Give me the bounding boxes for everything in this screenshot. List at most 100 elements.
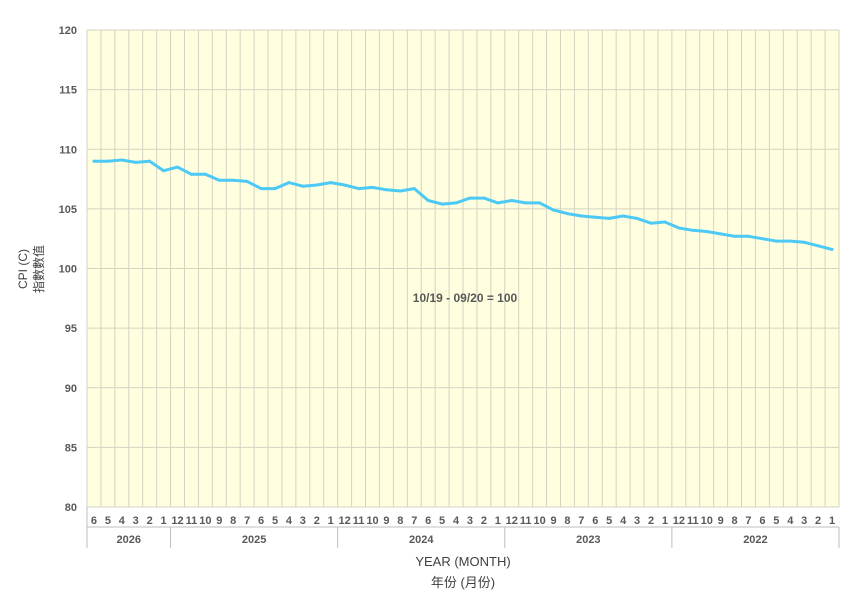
x-tick-label: 3	[133, 515, 139, 527]
data-point	[579, 214, 583, 218]
x-tick-label: 11	[520, 515, 532, 527]
x-tick-label: 8	[564, 515, 570, 527]
data-point	[760, 237, 764, 241]
x-tick-label: 5	[606, 515, 612, 527]
x-tick-label: 8	[731, 515, 737, 527]
x-tick-label: 5	[773, 515, 779, 527]
x-tick-label: 4	[119, 515, 126, 527]
y-tick-label: 100	[59, 264, 77, 276]
data-point	[315, 183, 319, 187]
data-point	[802, 240, 806, 244]
y-tick-label: 95	[65, 323, 77, 335]
y-axis-title: CPI (C)	[16, 249, 30, 289]
y-tick-label: 120	[59, 25, 77, 37]
x-tick-label: 10	[701, 515, 713, 527]
x-tick-label: 2	[147, 515, 153, 527]
data-point	[454, 201, 458, 205]
data-point	[217, 178, 221, 182]
data-point	[830, 247, 834, 251]
x-tick-label: 2	[648, 515, 654, 527]
data-point	[691, 228, 695, 232]
y-tick-label: 85	[65, 442, 77, 454]
data-point	[788, 239, 792, 243]
x-tick-label: 7	[411, 515, 417, 527]
x-tick-label: 4	[453, 515, 460, 527]
x-tick-label: 1	[829, 515, 835, 527]
x-tick-label: 8	[397, 515, 403, 527]
x-tick-label: 1	[328, 515, 334, 527]
data-point	[496, 201, 500, 205]
data-point	[120, 158, 124, 162]
x-tick-label: 7	[244, 515, 250, 527]
x-tick-label: 5	[105, 515, 111, 527]
data-point	[468, 196, 472, 200]
x-tick-label: 5	[272, 515, 278, 527]
y-axis-ticks: 80 85 90 95 100 105 110 115 120	[59, 25, 77, 514]
data-point	[593, 215, 597, 219]
x-tick-label: 3	[634, 515, 640, 527]
data-point	[552, 208, 556, 212]
x-tick-label: 7	[578, 515, 584, 527]
x-tick-label: 10	[533, 515, 545, 527]
data-point	[677, 226, 681, 230]
data-point	[538, 201, 542, 205]
x-tick-label: 6	[258, 515, 264, 527]
data-point	[816, 244, 820, 248]
x-group-label: 2024	[409, 534, 434, 546]
data-point	[440, 202, 444, 206]
y-tick-label: 115	[59, 85, 77, 97]
x-tick-label: 5	[439, 515, 445, 527]
x-tick-label: 9	[718, 515, 724, 527]
data-point	[148, 159, 152, 163]
data-point	[635, 216, 639, 220]
x-tick-label: 4	[787, 515, 794, 527]
grid	[86, 29, 840, 508]
base-period-annotation: 10/19 - 09/20 = 100	[413, 291, 518, 305]
x-tick-label: 11	[353, 515, 365, 527]
x-tick-label: 1	[161, 515, 167, 527]
x-tick-label: 3	[801, 515, 807, 527]
data-point	[565, 212, 569, 216]
x-tick-label: 10	[199, 515, 211, 527]
data-point	[607, 216, 611, 220]
x-tick-label: 8	[230, 515, 236, 527]
data-point	[370, 185, 374, 189]
data-point	[774, 239, 778, 243]
y-tick-label: 90	[65, 383, 77, 395]
data-point	[663, 220, 667, 224]
x-tick-label: 12	[339, 515, 351, 527]
data-point	[189, 172, 193, 176]
series-line	[92, 158, 834, 251]
x-tick-label: 9	[216, 515, 222, 527]
x-tick-label: 9	[383, 515, 389, 527]
data-point	[273, 187, 277, 191]
x-group-label: 2023	[576, 534, 600, 546]
x-tick-label: 12	[171, 515, 183, 527]
data-point	[705, 230, 709, 234]
data-point	[162, 169, 166, 173]
x-axis-title: YEAR (MONTH)	[415, 554, 510, 569]
data-point	[329, 181, 333, 185]
series-layer	[92, 158, 834, 251]
data-point	[343, 183, 347, 187]
data-point	[245, 179, 249, 183]
x-tick-label: 12	[506, 515, 518, 527]
x-tick-label: 6	[425, 515, 431, 527]
data-point	[301, 184, 305, 188]
y-tick-label: 105	[59, 204, 77, 216]
x-tick-label: 4	[286, 515, 293, 527]
x-axis-subtitle: 年份 (月份)	[431, 575, 495, 590]
data-point	[231, 178, 235, 182]
data-point	[106, 159, 110, 163]
x-tick-label: 10	[366, 515, 378, 527]
data-point	[259, 187, 263, 191]
x-tick-label: 11	[186, 515, 198, 527]
x-tick-label: 6	[91, 515, 97, 527]
data-point	[384, 188, 388, 192]
data-point	[733, 234, 737, 238]
data-point	[412, 187, 416, 191]
data-point	[524, 201, 528, 205]
x-group-label: 2022	[743, 534, 767, 546]
